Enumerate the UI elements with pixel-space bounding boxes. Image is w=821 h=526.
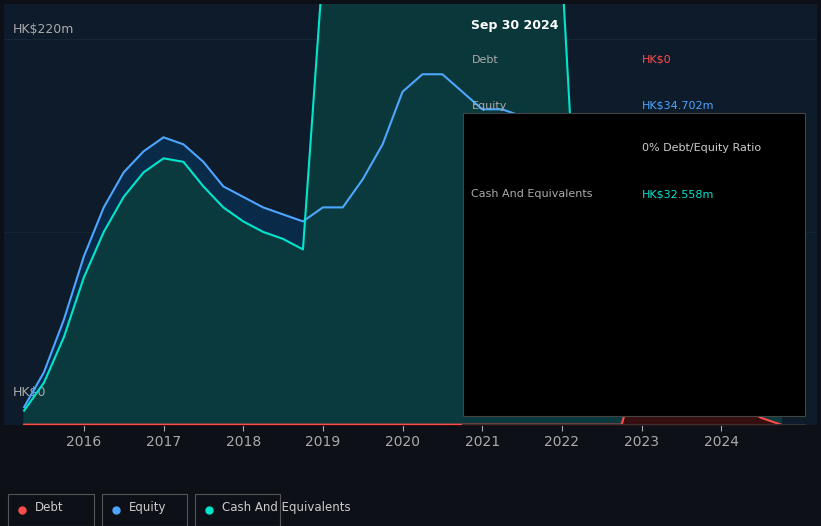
Text: HK$34.702m: HK$34.702m (642, 101, 714, 111)
Text: Cash And Equivalents: Cash And Equivalents (222, 501, 351, 514)
Text: HK$32.558m: HK$32.558m (642, 189, 714, 199)
Text: Debt: Debt (471, 55, 498, 65)
Text: Debt: Debt (35, 501, 64, 514)
Text: HK$0: HK$0 (642, 55, 672, 65)
FancyBboxPatch shape (463, 114, 805, 416)
Text: 0% Debt/Equity Ratio: 0% Debt/Equity Ratio (642, 143, 761, 153)
Text: HK$0: HK$0 (12, 387, 46, 399)
Text: Equity: Equity (129, 501, 166, 514)
Text: Equity: Equity (471, 101, 507, 111)
Text: HK$220m: HK$220m (12, 23, 74, 36)
Text: Sep 30 2024: Sep 30 2024 (471, 19, 559, 32)
Text: Cash And Equivalents: Cash And Equivalents (471, 189, 593, 199)
